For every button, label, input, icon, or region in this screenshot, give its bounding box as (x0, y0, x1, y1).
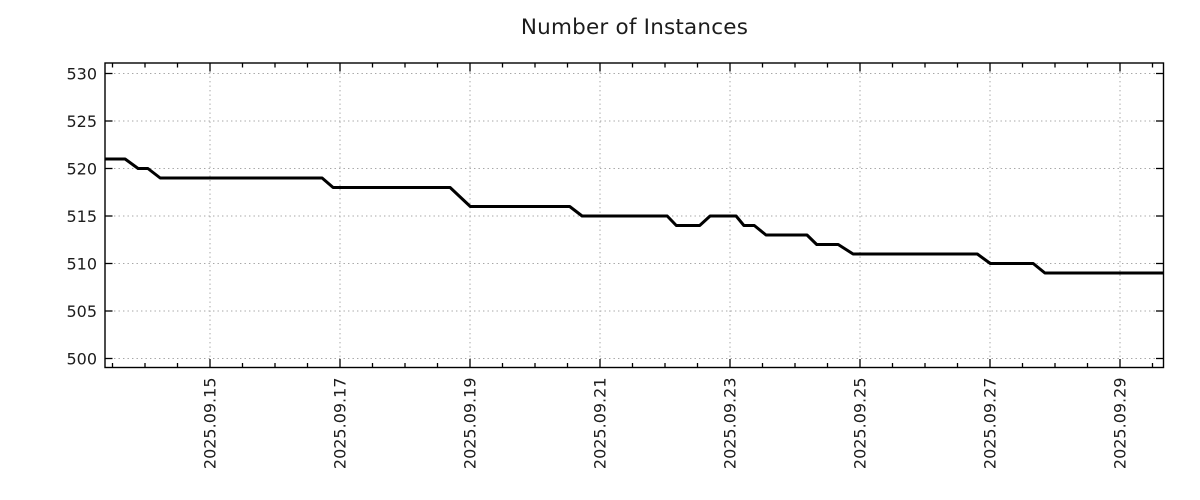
data-line-instances (105, 157, 1164, 275)
x-tick-label: 2025.09.17 (331, 378, 350, 470)
x-tick-label: 2025.09.19 (461, 378, 480, 470)
plot-border (104, 62, 1165, 369)
x-tick-label: 2025.09.21 (591, 378, 610, 470)
y-tick-label: 520 (66, 159, 97, 178)
x-tick-label: 2025.09.29 (1111, 378, 1130, 470)
x-tick-label: 2025.09.27 (981, 378, 1000, 470)
y-tick-label: 525 (66, 112, 97, 131)
x-tick-label: 2025.09.23 (721, 378, 740, 470)
y-tick-label: 530 (66, 64, 97, 83)
x-tick-label: 2025.09.25 (851, 378, 870, 470)
y-tick-label: 500 (66, 349, 97, 368)
chart-title: Number of Instances (520, 15, 749, 40)
y-tick-label: 505 (66, 302, 97, 321)
x-tick-label: 2025.09.15 (201, 378, 220, 470)
y-tick-label: 515 (66, 207, 97, 226)
y-tick-label: 510 (66, 254, 97, 273)
